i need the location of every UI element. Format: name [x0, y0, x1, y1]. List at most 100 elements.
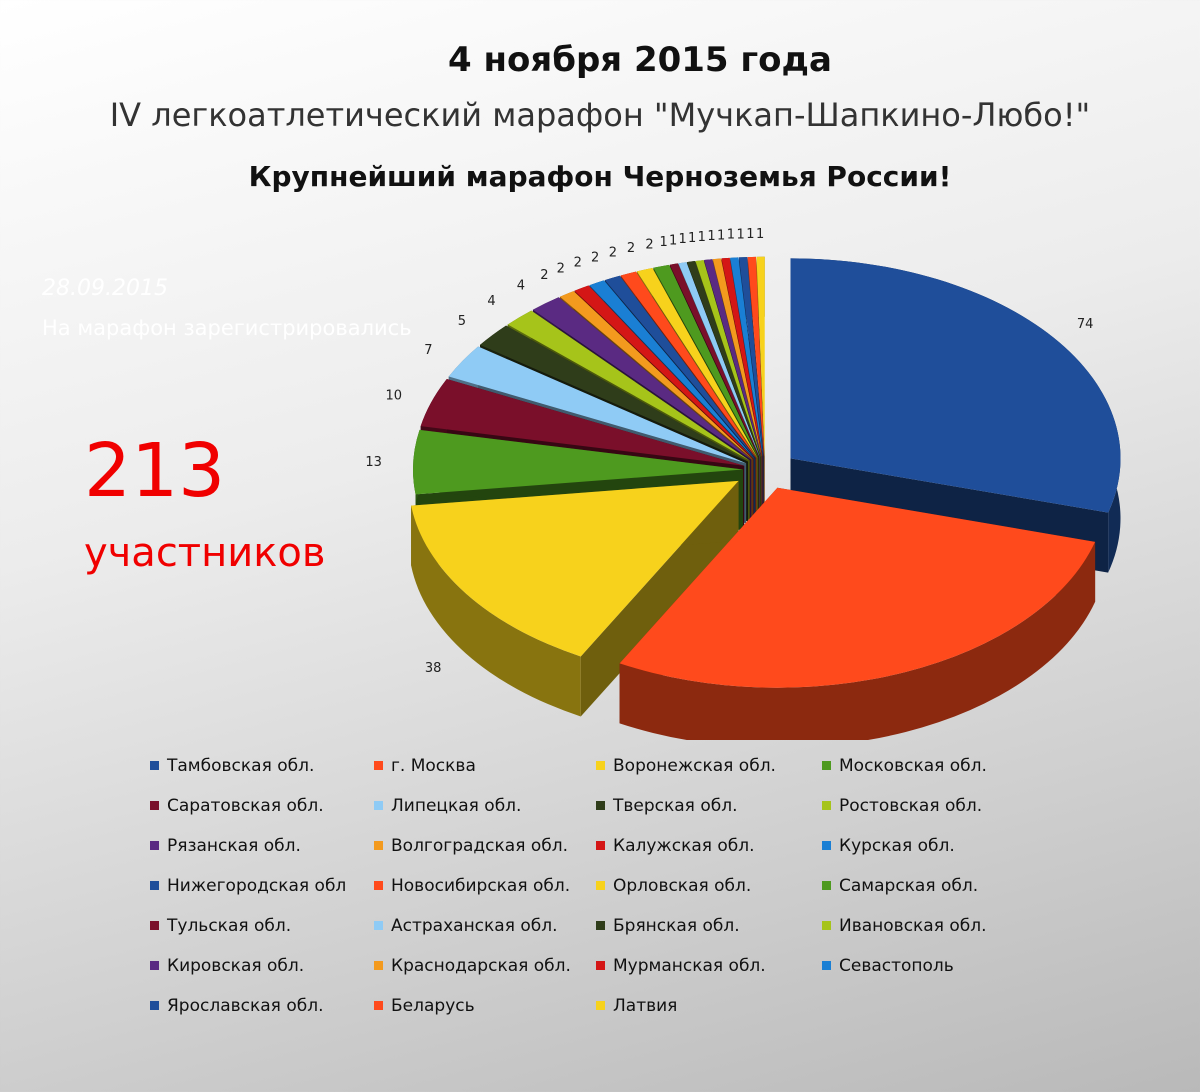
data-label: 2: [574, 256, 582, 271]
legend-swatch: [374, 960, 383, 970]
data-label: 4: [487, 294, 495, 309]
data-label: 1: [736, 227, 744, 242]
legend-label: Калужская обл.: [613, 836, 755, 856]
data-label: 5: [458, 314, 466, 329]
legend-swatch: [596, 1000, 605, 1010]
legend-swatch: [822, 840, 831, 850]
data-label: 74: [1077, 317, 1094, 332]
total-unit: участников: [84, 530, 326, 576]
legend-label: Кировская обл.: [167, 956, 305, 976]
legend-label: Московская обл.: [839, 756, 987, 776]
legend-swatch: [150, 800, 159, 810]
legend-item: Новосибирская обл.: [374, 876, 570, 896]
total-participants: 213: [84, 428, 226, 514]
data-label: 1: [707, 229, 715, 244]
legend-label: Самарская обл.: [839, 876, 979, 896]
legend-item: Тульская обл.: [150, 916, 291, 936]
legend-label: Ивановская обл.: [839, 916, 987, 936]
data-label: 1: [717, 228, 725, 243]
legend-swatch: [822, 760, 831, 770]
legend-swatch: [596, 760, 605, 770]
tagline: Крупнейший марафон Черноземья России!: [248, 160, 952, 193]
legend-swatch: [822, 800, 831, 810]
legend-label: Астраханская обл.: [391, 916, 558, 936]
legend-item: Курская обл.: [822, 836, 955, 856]
legend-swatch: [150, 920, 159, 930]
pie-slice: [619, 487, 1096, 740]
legend-swatch: [374, 880, 383, 890]
legend-item: Латвия: [596, 996, 677, 1016]
legend-item: Нижегородская обл: [150, 876, 346, 896]
legend-item: Астраханская обл.: [374, 916, 558, 936]
legend-swatch: [596, 920, 605, 930]
legend-label: Тверская обл.: [613, 796, 738, 816]
legend-swatch: [374, 840, 383, 850]
legend-item: Калужская обл.: [596, 836, 755, 856]
legend-item: Орловская обл.: [596, 876, 751, 896]
legend-label: Ростовская обл.: [839, 796, 983, 816]
data-label: 2: [609, 245, 617, 260]
legend-label: Севастополь: [839, 956, 954, 976]
data-label: 1: [746, 227, 754, 242]
pie-slice: [411, 480, 739, 717]
legend-label: Ярославская обл.: [167, 996, 324, 1016]
legend-item: Краснодарская обл.: [374, 956, 571, 976]
legend-swatch: [150, 1000, 159, 1010]
legend-swatch: [596, 880, 605, 890]
data-label: 13: [365, 455, 382, 470]
legend-item: Тверская обл.: [596, 796, 737, 816]
legend-item: Рязанская обл.: [150, 836, 301, 856]
legend-swatch: [374, 1000, 383, 1010]
legend-label: Краснодарская обл.: [391, 956, 571, 976]
data-label: 1: [698, 230, 706, 245]
legend-swatch: [374, 800, 383, 810]
data-label: 1: [660, 235, 668, 250]
data-label: 10: [386, 388, 403, 403]
data-label: 1: [688, 231, 696, 246]
legend-label: Саратовская обл.: [167, 796, 324, 816]
legend-label: г. Москва: [391, 756, 476, 776]
legend-label: Рязанская обл.: [167, 836, 301, 856]
date-title: 4 ноября 2015 года: [448, 40, 832, 80]
data-label: 4: [517, 279, 525, 294]
legend-swatch: [150, 760, 159, 770]
legend-label: Липецкая обл.: [391, 796, 522, 816]
data-label: 38: [425, 661, 442, 676]
legend-item: Ярославская обл.: [150, 996, 323, 1016]
legend-swatch: [596, 840, 605, 850]
data-label: 2: [591, 250, 599, 265]
legend-item: Тамбовская обл.: [150, 756, 314, 776]
legend-label: Воронежская обл.: [613, 756, 776, 776]
data-label: 1: [756, 227, 764, 242]
data-label: 2: [627, 241, 635, 256]
legend-item: Севастополь: [822, 956, 954, 976]
legend-item: г. Москва: [374, 756, 476, 776]
legend-label: Нижегородская обл: [167, 876, 347, 896]
legend-label: Орловская обл.: [613, 876, 752, 896]
legend-item: Воронежская обл.: [596, 756, 776, 776]
legend-label: Волгоградская обл.: [391, 836, 568, 856]
legend-item: Ростовская обл.: [822, 796, 982, 816]
legend-label: Тамбовская обл.: [167, 756, 315, 776]
legend-item: Саратовская обл.: [150, 796, 324, 816]
legend-item: Волгоградская обл.: [374, 836, 568, 856]
legend-label: Тульская обл.: [167, 916, 292, 936]
legend-label: Брянская обл.: [613, 916, 740, 936]
legend-swatch: [150, 960, 159, 970]
legend-swatch: [150, 840, 159, 850]
legend-item: Брянская обл.: [596, 916, 740, 936]
data-label: 2: [557, 262, 565, 277]
as-of-date: 28.09.2015: [42, 276, 168, 301]
legend-label: Латвия: [613, 996, 678, 1016]
legend-swatch: [150, 880, 159, 890]
legend-swatch: [822, 880, 831, 890]
legend-label: Новосибирская обл.: [391, 876, 571, 896]
legend-item: Мурманская обл.: [596, 956, 766, 976]
data-label: 2: [645, 237, 653, 252]
legend-label: Беларусь: [391, 996, 475, 1016]
data-label: 1: [669, 233, 677, 248]
legend-swatch: [374, 920, 383, 930]
data-label: 2: [540, 268, 548, 283]
legend-swatch: [374, 760, 383, 770]
legend-item: Самарская обл.: [822, 876, 978, 896]
